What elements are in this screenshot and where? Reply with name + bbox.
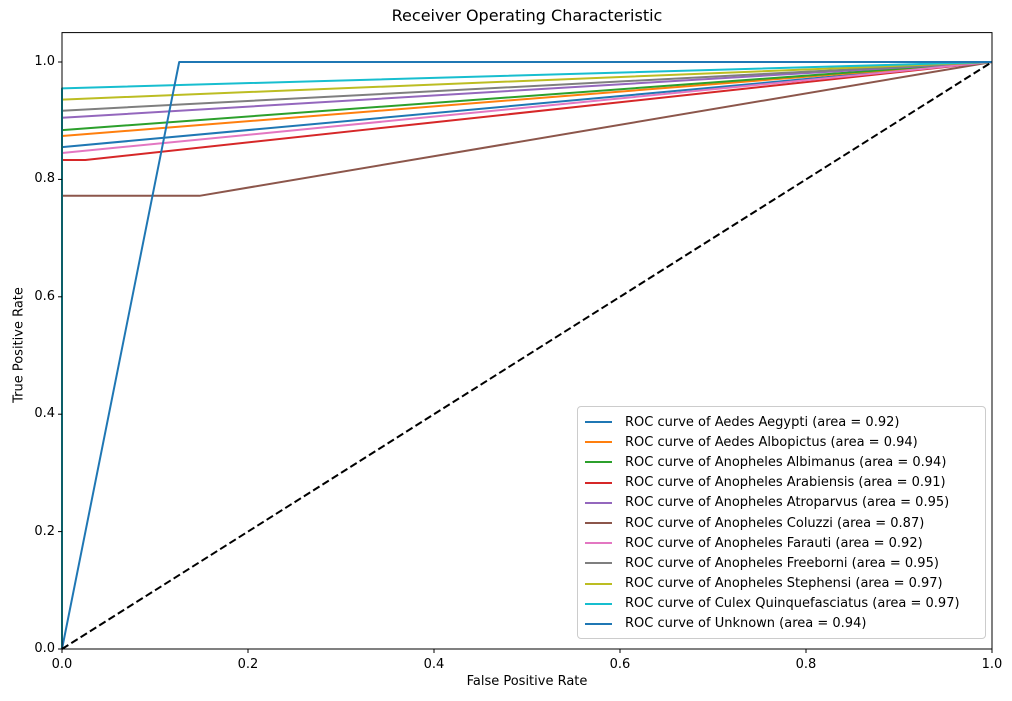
plot-border	[61, 32, 993, 650]
legend-line-sample	[585, 622, 612, 625]
chance-diagonal-line	[61, 61, 993, 650]
y-tick-label-0.4: 0.4	[34, 406, 55, 422]
chance-diagonal	[61, 61, 993, 650]
legend-item-10: ROC curve of Culex Quinquefasciatus (are…	[578, 594, 985, 614]
legend: ROC curve of Aedes Aegypti (area = 0.92)…	[577, 406, 986, 639]
legend-line-sample	[585, 421, 612, 424]
legend-label: ROC curve of Anopheles Stephensi (area =…	[625, 576, 943, 592]
legend-line-sample	[585, 522, 612, 525]
legend-label: ROC curve of Anopheles Atroparvus (area …	[625, 495, 950, 511]
x-tick-label-1.0: 1.0	[981, 657, 1003, 672]
legend-line-sample	[585, 562, 612, 565]
y-tick-label-0.2: 0.2	[34, 523, 55, 539]
roc-curve-11	[61, 61, 992, 650]
legend-item-2: ROC curve of Aedes Albopictus (area = 0.…	[578, 432, 985, 452]
x-axis-label: False Positive Rate	[466, 674, 588, 689]
legend-label: ROC curve of Anopheles Arabiensis (area …	[625, 475, 946, 491]
legend-label: ROC curve of Anopheles Farauti (area = 0…	[625, 535, 923, 551]
legend-item-3: ROC curve of Anopheles Albimanus (area =…	[578, 452, 985, 472]
y-tick-label-0.6: 0.6	[34, 288, 55, 304]
legend-item-11: ROC curve of Unknown (area = 0.94)	[578, 614, 985, 634]
y-tick-label-0.8: 0.8	[34, 171, 55, 187]
legend-item-6: ROC curve of Anopheles Coluzzi (area = 0…	[578, 513, 985, 533]
legend-item-7: ROC curve of Anopheles Farauti (area = 0…	[578, 533, 985, 553]
legend-label: ROC curve of Anopheles Albimanus (area =…	[625, 454, 947, 470]
legend-label: ROC curve of Culex Quinquefasciatus (are…	[625, 596, 960, 612]
x-tick-label-0.4: 0.4	[423, 657, 445, 672]
legend-item-4: ROC curve of Anopheles Arabiensis (area …	[578, 473, 985, 493]
legend-line-sample	[585, 481, 612, 484]
x-tick-label-0.6: 0.6	[609, 657, 631, 672]
legend-line-sample	[585, 461, 612, 464]
legend-label: ROC curve of Aedes Albopictus (area = 0.…	[625, 434, 918, 450]
x-tick-label-0.2: 0.2	[237, 657, 259, 672]
legend-label: ROC curve of Anopheles Freeborni (area =…	[625, 555, 939, 571]
y-tick-label-1.0: 1.0	[34, 54, 55, 69]
legend-line-sample	[585, 602, 612, 605]
legend-line-sample	[585, 582, 612, 585]
legend-item-9: ROC curve of Anopheles Stephensi (area =…	[578, 574, 985, 594]
x-tick-label-0.0: 0.0	[51, 657, 73, 672]
legend-label: ROC curve of Unknown (area = 0.94)	[625, 616, 867, 632]
legend-line-sample	[585, 441, 612, 444]
axes-spines-and-ticks	[58, 32, 993, 653]
legend-item-5: ROC curve of Anopheles Atroparvus (area …	[578, 493, 985, 513]
legend-line-sample	[585, 542, 612, 545]
chart-title: Receiver Operating Characteristic	[391, 6, 663, 25]
legend-line-sample	[585, 501, 612, 504]
legend-label: ROC curve of Aedes Aegypti (area = 0.92)	[625, 414, 900, 430]
legend-label: ROC curve of Anopheles Coluzzi (area = 0…	[625, 515, 925, 531]
legend-item-1: ROC curve of Aedes Aegypti (area = 0.92)	[578, 412, 985, 432]
y-tick-label-0.0: 0.0	[34, 641, 55, 656]
x-tick-label-0.8: 0.8	[795, 657, 817, 672]
legend-item-8: ROC curve of Anopheles Freeborni (area =…	[578, 553, 985, 573]
